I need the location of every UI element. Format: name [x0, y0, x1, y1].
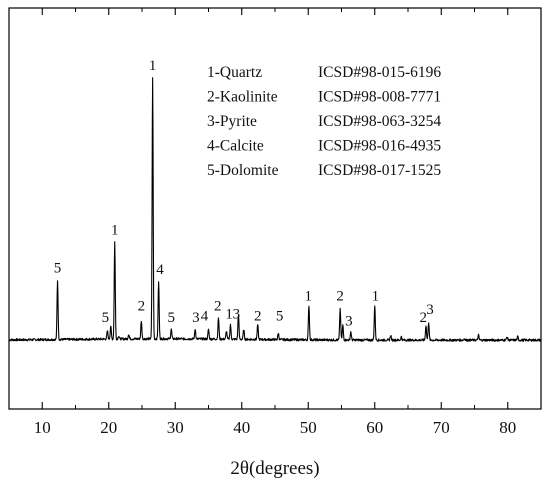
- x-tick-label: 20: [100, 418, 117, 437]
- peak-label: 4: [201, 308, 209, 324]
- x-tick-label: 10: [34, 418, 51, 437]
- peak-label: 5: [54, 261, 62, 277]
- peak-label: 1: [225, 307, 233, 323]
- legend-label: 4-Calcite: [207, 138, 264, 155]
- peak-label: 2: [254, 308, 262, 324]
- peak-label: 3: [233, 307, 241, 323]
- x-axis-tick-labels: 10 20 30 40 50 60 70 80: [34, 418, 517, 437]
- peak-label: 2: [336, 289, 344, 305]
- peak-label: 5: [102, 310, 110, 326]
- legend-code: ICSD#98-015-6196: [318, 64, 441, 81]
- peak-label: 1: [111, 223, 119, 239]
- peak-label: 2: [138, 298, 146, 314]
- peak-label: 2: [214, 298, 222, 314]
- x-tick-label: 70: [433, 418, 450, 437]
- peak-label: 1: [372, 289, 380, 305]
- peak-label: 5: [168, 310, 176, 326]
- x-tick-label: 30: [167, 418, 184, 437]
- x-tick-label: 40: [233, 418, 250, 437]
- x-tick-label: 80: [499, 418, 516, 437]
- x-tick-label: 60: [366, 418, 383, 437]
- legend-label: 1-Quartz: [207, 64, 262, 81]
- legend-code: ICSD#98-017-1525: [318, 162, 441, 179]
- legend-label: 3-Pyrite: [207, 113, 257, 130]
- peak-label: 3: [345, 313, 353, 329]
- peak-label: 5: [276, 308, 284, 324]
- plot-frame: [8, 7, 542, 410]
- peak-label: 2: [420, 310, 428, 326]
- x-axis-ticks: [8, 8, 542, 409]
- peak-label: 1: [305, 289, 313, 305]
- legend-label: 2-Kaolinite: [207, 89, 278, 106]
- x-tick-label: 50: [300, 418, 317, 437]
- peak-label: 3: [192, 310, 200, 326]
- peak-label: 4: [156, 262, 164, 278]
- x-axis-title: 2θ(degrees): [230, 458, 319, 479]
- legend-code: ICSD#98-008-7771: [318, 89, 441, 106]
- legend: 1-Quartz ICSD#98-015-6196 2-Kaolinite ICSD#…: [207, 64, 441, 179]
- peak-label: 1: [149, 58, 157, 74]
- legend-code: ICSD#98-063-3254: [318, 113, 441, 130]
- peak-label: 3: [426, 302, 434, 318]
- xrd-pattern-line: [8, 77, 542, 342]
- legend-label: 5-Dolomite: [207, 162, 279, 179]
- legend-code: ICSD#98-016-4935: [318, 138, 441, 155]
